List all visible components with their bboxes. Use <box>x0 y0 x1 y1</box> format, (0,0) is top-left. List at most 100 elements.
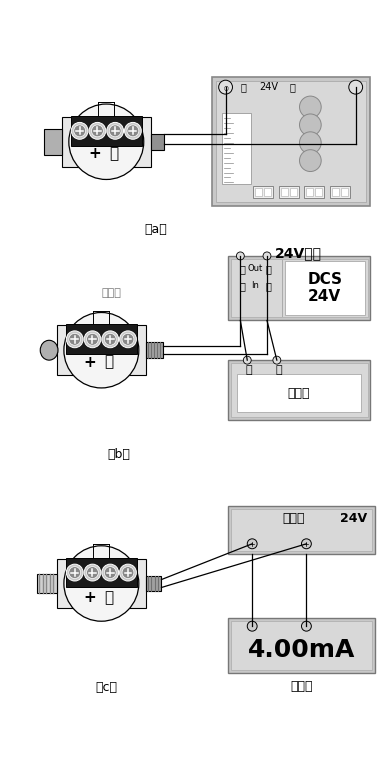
Circle shape <box>74 125 85 137</box>
Bar <box>146 342 163 358</box>
Text: 24V电源: 24V电源 <box>275 246 322 260</box>
Text: ＋: ＋ <box>290 82 296 92</box>
Circle shape <box>87 334 98 345</box>
Text: 显示器: 显示器 <box>288 388 310 401</box>
Circle shape <box>66 331 83 348</box>
Circle shape <box>69 104 144 179</box>
Bar <box>71 116 142 146</box>
Bar <box>285 261 365 315</box>
Bar <box>66 325 137 354</box>
Bar <box>305 186 324 198</box>
Circle shape <box>109 125 121 137</box>
Bar <box>307 188 313 196</box>
Bar <box>227 506 376 554</box>
Bar <box>330 186 350 198</box>
Circle shape <box>122 567 134 578</box>
Text: ＋: ＋ <box>266 264 272 274</box>
Circle shape <box>120 564 136 581</box>
Text: （a）: （a） <box>144 223 167 236</box>
Text: －: － <box>110 146 119 161</box>
Bar <box>66 558 137 587</box>
Circle shape <box>102 331 119 348</box>
Ellipse shape <box>40 340 58 360</box>
Text: 24V: 24V <box>260 82 278 92</box>
Bar <box>230 509 372 551</box>
Bar <box>290 188 297 196</box>
Circle shape <box>301 621 311 631</box>
Bar <box>332 188 339 196</box>
Bar <box>315 188 322 196</box>
Circle shape <box>89 122 106 139</box>
Circle shape <box>273 356 281 364</box>
Circle shape <box>84 564 101 581</box>
Circle shape <box>104 567 116 578</box>
Text: ＋: ＋ <box>240 280 245 290</box>
Text: －: － <box>240 82 246 92</box>
Circle shape <box>91 125 103 137</box>
Bar <box>227 256 370 321</box>
Bar <box>57 559 146 608</box>
Circle shape <box>299 131 321 154</box>
Text: －: － <box>266 280 272 290</box>
Bar <box>255 188 262 196</box>
Circle shape <box>87 567 98 578</box>
Text: 4.00mA: 4.00mA <box>248 638 355 661</box>
Bar <box>264 188 271 196</box>
Circle shape <box>263 252 271 260</box>
Text: +: + <box>83 590 96 605</box>
Bar <box>281 188 288 196</box>
Text: 变送器: 变送器 <box>101 287 121 298</box>
Text: DCS
24V: DCS 24V <box>307 272 342 304</box>
Circle shape <box>120 331 136 348</box>
Bar <box>57 325 146 375</box>
Circle shape <box>122 334 134 345</box>
Text: －: － <box>105 590 114 605</box>
Circle shape <box>84 331 101 348</box>
Bar <box>221 113 251 185</box>
Bar <box>227 360 370 420</box>
Text: +: + <box>83 355 96 369</box>
Circle shape <box>243 356 251 364</box>
Text: +: + <box>88 146 101 161</box>
Circle shape <box>69 567 81 578</box>
Circle shape <box>349 81 363 94</box>
Circle shape <box>104 334 116 345</box>
Circle shape <box>127 125 139 137</box>
Text: －: － <box>240 264 245 274</box>
Bar <box>230 363 368 416</box>
Text: 安全栅: 安全栅 <box>282 512 305 525</box>
Text: ＋: ＋ <box>246 365 252 375</box>
Circle shape <box>102 564 119 581</box>
Circle shape <box>64 546 139 621</box>
Circle shape <box>299 96 321 118</box>
Circle shape <box>66 564 83 581</box>
Bar <box>279 186 299 198</box>
Circle shape <box>301 539 311 549</box>
Bar <box>227 618 376 673</box>
Text: ○: ○ <box>223 84 228 90</box>
Text: －: － <box>276 365 282 375</box>
Bar <box>216 81 366 202</box>
Bar <box>212 78 370 206</box>
Bar <box>253 186 273 198</box>
Circle shape <box>219 81 232 94</box>
Text: 电流表: 电流表 <box>290 680 313 693</box>
Bar <box>230 621 372 670</box>
Circle shape <box>125 122 141 139</box>
Circle shape <box>247 539 257 549</box>
Circle shape <box>69 334 81 345</box>
Text: （b）: （b） <box>108 448 131 461</box>
Circle shape <box>299 150 321 172</box>
Text: （c）: （c） <box>95 681 117 694</box>
Circle shape <box>236 252 244 260</box>
Bar <box>341 188 348 196</box>
Bar <box>151 134 165 150</box>
Bar <box>146 575 162 591</box>
Circle shape <box>299 114 321 136</box>
Circle shape <box>247 621 257 631</box>
Text: In: In <box>251 281 259 290</box>
Text: －: － <box>105 355 114 369</box>
Bar <box>37 574 57 594</box>
Bar <box>62 117 151 166</box>
Bar <box>238 374 361 412</box>
